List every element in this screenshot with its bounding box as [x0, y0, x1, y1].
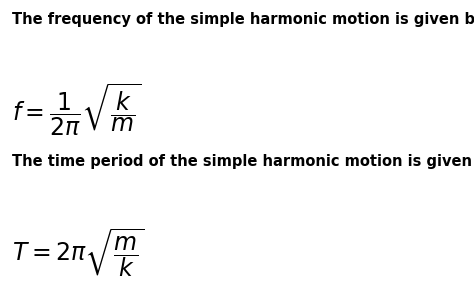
Text: The frequency of the simple harmonic motion is given by:: The frequency of the simple harmonic mot…: [12, 12, 474, 27]
Text: The time period of the simple harmonic motion is given by:: The time period of the simple harmonic m…: [12, 154, 474, 169]
Text: $f = \dfrac{1}{2\pi}\sqrt{\dfrac{k}{m}}$: $f = \dfrac{1}{2\pi}\sqrt{\dfrac{k}{m}}$: [12, 81, 141, 138]
Text: $T = 2\pi\sqrt{\dfrac{m}{k}}$: $T = 2\pi\sqrt{\dfrac{m}{k}}$: [12, 227, 144, 280]
